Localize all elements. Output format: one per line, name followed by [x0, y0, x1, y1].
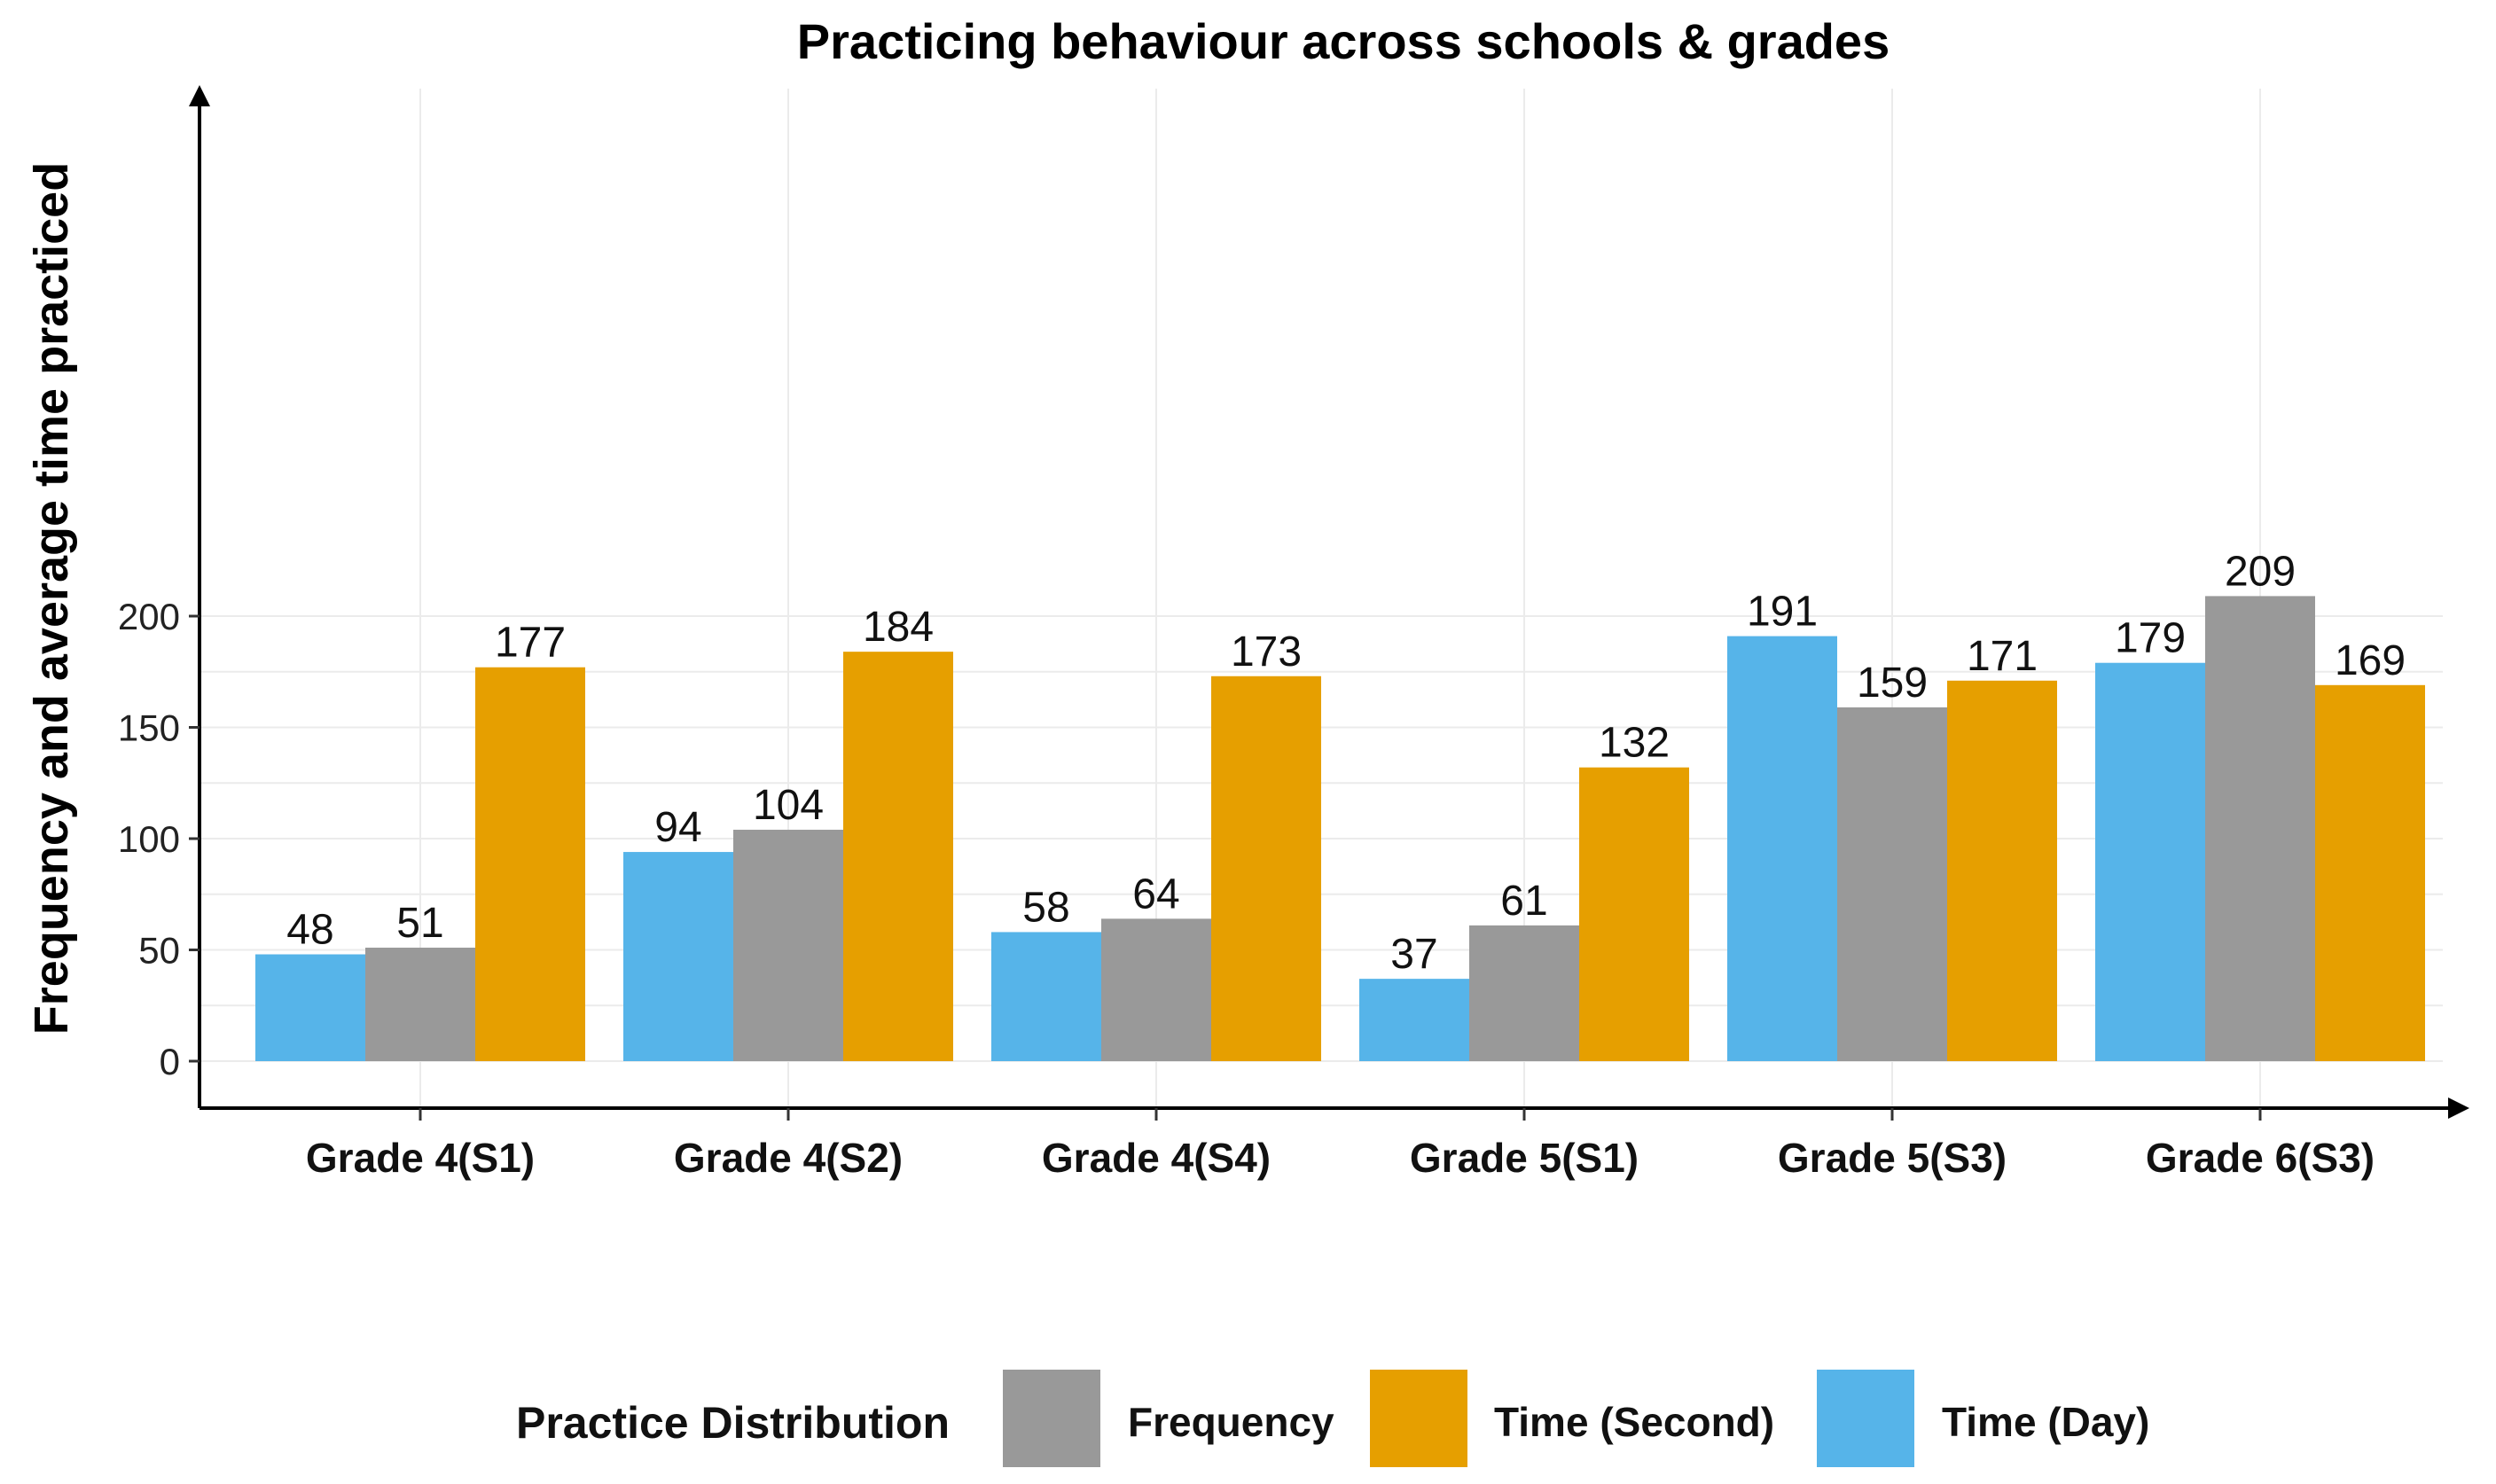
axes	[189, 85, 2469, 1119]
x-tick-label-grade-5-s3: Grade 5(S3)	[1778, 1135, 2007, 1181]
data-label-time-day-grade-5-s1: 37	[1390, 931, 1437, 978]
legend-key-frequency	[1003, 1370, 1100, 1467]
data-label-time-day-grade-4-s4: 58	[1022, 884, 1069, 931]
data-label-frequency-grade-4-s2: 104	[753, 782, 824, 829]
x-axis-arrow	[2448, 1097, 2469, 1119]
legend-key-time-second	[1370, 1370, 1467, 1467]
bar-time-day-grade-4-s1	[255, 954, 365, 1061]
y-axis-label: Frequency and average time practiced	[25, 162, 78, 1035]
data-label-time-second-grade-4-s2: 184	[863, 604, 934, 651]
data-label-time-second-grade-4-s1: 177	[495, 620, 566, 667]
y-tick-label: 200	[118, 596, 180, 637]
bar-frequency-grade-4-s1	[365, 947, 475, 1061]
legend-label-time-day: Time (Day)	[1942, 1399, 2149, 1445]
x-tick-label-grade-4-s4: Grade 4(S4)	[1042, 1135, 1271, 1181]
bar-time-day-grade-5-s3	[1727, 636, 1837, 1061]
bar-time-second-grade-5-s1	[1579, 767, 1689, 1061]
data-label-frequency-grade-5-s3: 159	[1857, 660, 1928, 707]
data-label-frequency-grade-5-s1: 61	[1500, 878, 1547, 925]
x-tick-label-grade-4-s1: Grade 4(S1)	[306, 1135, 535, 1181]
legend-label-frequency: Frequency	[1128, 1399, 1334, 1445]
y-axis-ticks: 0 50 100 150 200	[118, 596, 200, 1082]
bar-frequency-grade-5-s3	[1837, 707, 1947, 1061]
bar-frequency-grade-4-s2	[733, 829, 843, 1061]
y-tick-label: 100	[118, 818, 180, 860]
y-axis-arrow	[189, 85, 210, 106]
bar-frequency-grade-5-s1	[1469, 925, 1579, 1061]
bar-time-day-grade-4-s4	[991, 932, 1101, 1061]
bars	[255, 596, 2425, 1061]
data-label-time-day-grade-4-s1: 48	[286, 907, 333, 954]
bar-time-second-grade-4-s1	[475, 667, 585, 1061]
x-tick-label-grade-6-s3: Grade 6(S3)	[2146, 1135, 2375, 1181]
bar-time-day-grade-5-s1	[1359, 979, 1469, 1061]
bar-time-second-grade-4-s2	[843, 652, 953, 1061]
y-tick-label: 50	[138, 930, 180, 972]
bar-time-second-grade-5-s3	[1947, 680, 2057, 1061]
legend: Practice Distribution Frequency Time (Sec…	[516, 1370, 2149, 1467]
data-label-time-second-grade-5-s1: 132	[1599, 720, 1670, 767]
data-label-time-day-grade-4-s2: 94	[654, 804, 701, 851]
data-label-time-day-grade-6-s3: 179	[2115, 615, 2186, 662]
bar-time-second-grade-6-s3	[2315, 684, 2425, 1061]
y-tick-label: 0	[160, 1041, 180, 1082]
bar-frequency-grade-6-s3	[2205, 596, 2315, 1061]
data-label-time-second-grade-5-s3: 171	[1967, 633, 2038, 680]
data-label-time-second-grade-6-s3: 169	[2335, 637, 2406, 684]
data-labels: 48 51 177 94 104 184 58 64 173 37 61 132 191 159 171 17…	[286, 548, 2406, 978]
x-tick-label-grade-5-s1: Grade 5(S1)	[1410, 1135, 1639, 1181]
chart-title: Practicing behaviour across schools & gr…	[797, 13, 1890, 69]
bar-time-day-grade-6-s3	[2095, 662, 2205, 1061]
bar-frequency-grade-4-s4	[1101, 918, 1211, 1061]
data-label-time-day-grade-5-s3: 191	[1747, 589, 1818, 636]
data-label-time-second-grade-4-s4: 173	[1231, 629, 1302, 676]
legend-label-time-second: Time (Second)	[1494, 1399, 1774, 1445]
data-label-frequency-grade-6-s3: 209	[2225, 548, 2296, 595]
data-label-frequency-grade-4-s1: 51	[396, 900, 443, 947]
data-label-frequency-grade-4-s4: 64	[1132, 871, 1179, 918]
x-tick-label-grade-4-s2: Grade 4(S2)	[674, 1135, 903, 1181]
x-axis-ticks: Grade 4(S1) Grade 4(S2) Grade 4(S4) Grade 5…	[306, 1108, 2375, 1181]
legend-key-time-day	[1817, 1370, 1914, 1467]
bar-time-day-grade-4-s2	[623, 852, 733, 1061]
legend-title: Practice Distribution	[516, 1398, 950, 1448]
bar-time-second-grade-4-s4	[1211, 676, 1321, 1061]
y-tick-label: 150	[118, 707, 180, 749]
